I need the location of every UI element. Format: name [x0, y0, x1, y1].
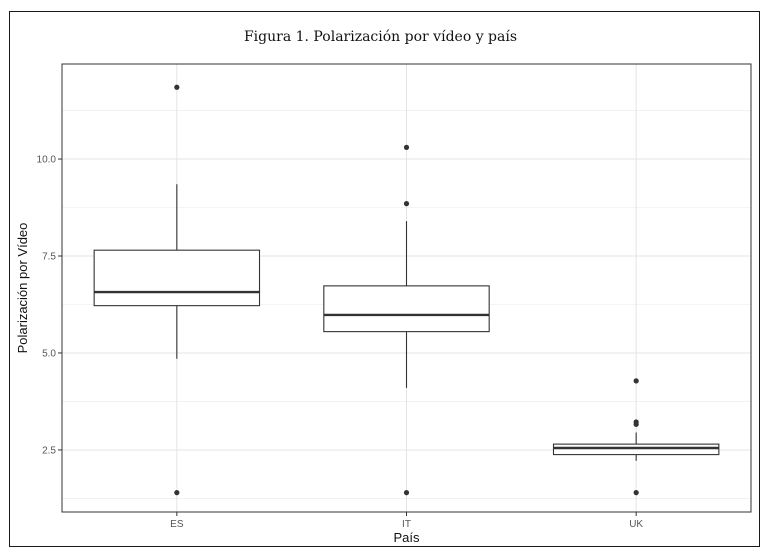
y-tick-label: 5.0	[42, 348, 56, 359]
x-axis-ticks: ES IT UK	[170, 512, 643, 530]
chart-title: Figura 1. Polarización por vídeo y país	[243, 29, 518, 45]
x-tick-label: ES	[170, 519, 184, 530]
y-tick-label: 2.5	[42, 445, 56, 456]
iqr-box	[93, 249, 261, 307]
box-es	[93, 84, 261, 496]
x-tick-label: IT	[402, 519, 411, 530]
outlier-point	[174, 84, 180, 90]
y-axis-title: Polarización por Vídeo	[15, 223, 30, 354]
outlier-point	[403, 201, 410, 207]
y-tick-label: 10.0	[37, 155, 57, 166]
x-axis-title: País	[393, 530, 420, 545]
outlier-point	[633, 490, 639, 496]
box-uk	[552, 378, 720, 496]
box-it	[323, 144, 490, 496]
outlier-point	[174, 490, 180, 496]
outlier-point	[403, 144, 410, 150]
outlier-point	[403, 490, 410, 496]
outlier-point	[633, 378, 639, 384]
outlier-point	[633, 421, 639, 427]
iqr-box	[323, 285, 490, 333]
x-tick-label: UK	[629, 519, 643, 530]
y-tick-label: 7.5	[42, 252, 56, 263]
boxes	[93, 84, 720, 496]
iqr-box	[552, 443, 720, 456]
y-axis-ticks: 2.5 5.0 7.5 10.0	[37, 155, 62, 456]
